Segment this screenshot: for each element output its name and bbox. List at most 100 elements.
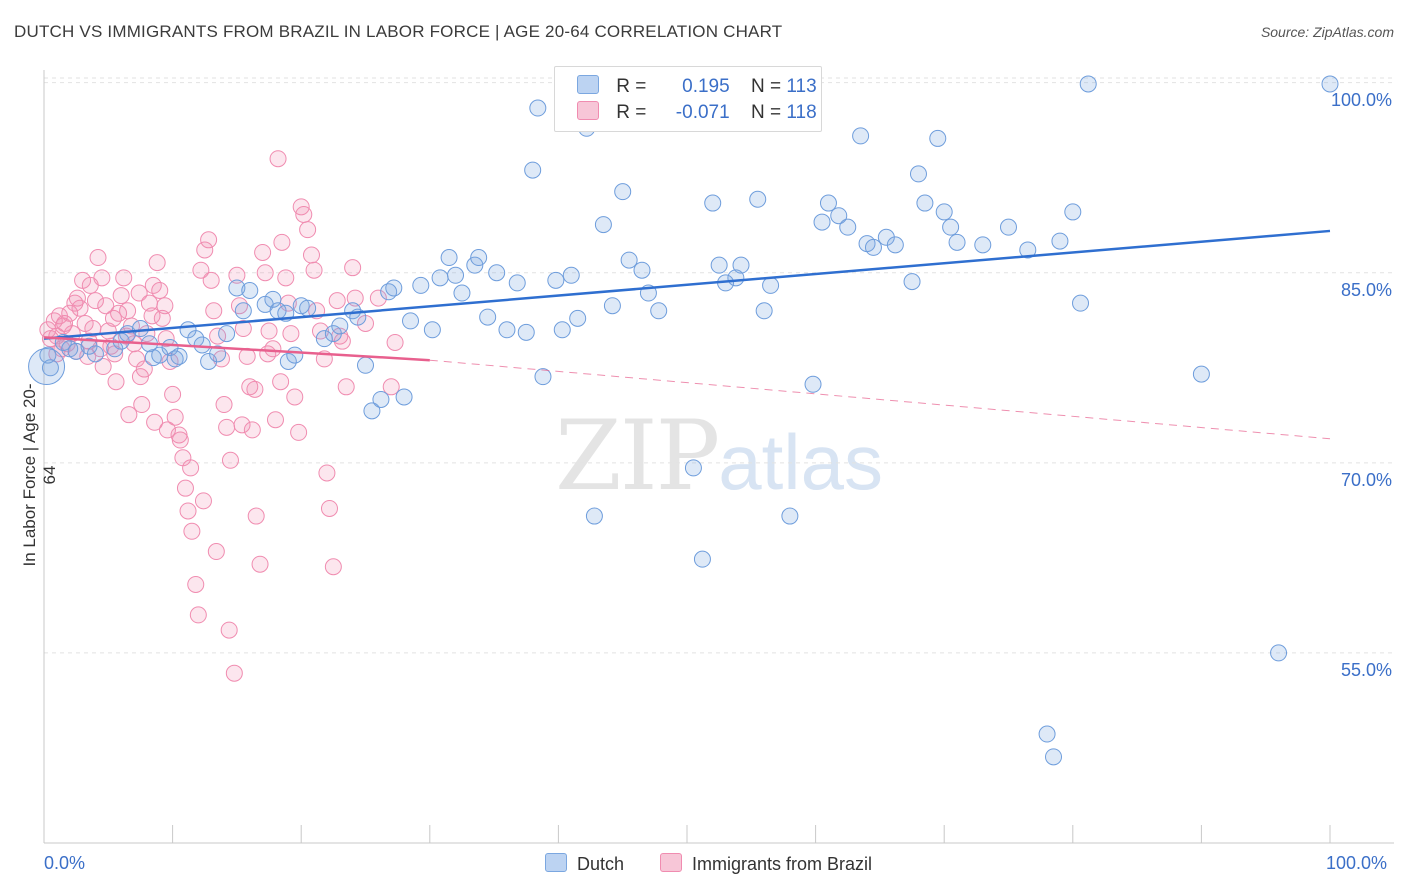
dutch-point-70 (614, 183, 632, 201)
brazil-point-111 (66, 294, 84, 312)
brazil-point-88 (320, 499, 338, 517)
dutch-point-46 (412, 276, 430, 294)
dutch-point-41 (372, 390, 390, 408)
dutch-point-51 (453, 284, 471, 302)
dutch-point-78 (704, 194, 722, 212)
brazil-point-51 (202, 271, 220, 289)
brazil-point-37 (157, 330, 175, 348)
dutch-point-106 (1019, 241, 1037, 259)
brazil-point-80 (295, 205, 313, 223)
brazil-point-119 (171, 431, 189, 449)
brazil-point-68 (256, 264, 274, 282)
dutch-point-107 (1038, 725, 1056, 743)
dutch-point-67 (585, 507, 603, 525)
bottom-legend-dutch: Dutch (545, 853, 624, 875)
brazil-point-78 (290, 423, 308, 441)
dutch-point-79 (710, 256, 728, 274)
dutch-point-40 (363, 402, 381, 420)
brazil-point-121 (194, 492, 212, 510)
brazil-point-125 (246, 380, 264, 398)
dutch-point-25 (241, 281, 259, 299)
bottom-dutch-swatch-icon (545, 853, 567, 872)
dutch-point-1 (41, 359, 59, 377)
brazil-point-65 (247, 507, 265, 525)
brazil-point-18 (97, 297, 115, 315)
brazil-point-90 (328, 292, 346, 310)
brazil-point-69 (260, 322, 278, 340)
dutch-point-57 (508, 274, 526, 292)
dutch-point-44 (395, 388, 413, 406)
dutch-point-10 (131, 320, 149, 338)
dutch-point-45 (402, 312, 420, 330)
brazil-point-81 (299, 221, 317, 239)
dutch-point-71 (620, 251, 638, 269)
brazil-point-39 (164, 385, 182, 403)
brazil-point-122 (207, 543, 225, 561)
dutch-point-83 (749, 190, 767, 208)
dutch-point-111 (1072, 294, 1090, 312)
legend-dutch-r-value: 0.195 (682, 76, 730, 97)
brazil-point-23 (112, 287, 130, 305)
brazil-point-44 (179, 502, 197, 520)
dutch-point-60 (529, 99, 547, 117)
brazil-point-47 (189, 606, 207, 624)
brazil-point-113 (94, 358, 112, 376)
brazil-point-71 (266, 411, 284, 429)
brazil-point-35 (151, 281, 169, 299)
dutch-point-54 (479, 308, 497, 326)
dutch-point-84 (755, 302, 773, 320)
brazil-point-52 (205, 302, 223, 320)
brazil-point-108 (143, 307, 161, 325)
watermark-zip: ZIP (555, 400, 720, 512)
dutch-point-61 (534, 368, 552, 386)
dutch-point-96 (886, 236, 904, 254)
brazil-point-123 (220, 621, 238, 639)
dutch-point-39 (357, 356, 374, 374)
dutch-point-0 (39, 346, 57, 364)
dutch-point-85 (762, 276, 780, 294)
chart-title: DUTCH VS IMMIGRANTS FROM BRAZIL IN LABOR… (14, 22, 783, 41)
brazil-point-103 (81, 276, 99, 294)
brazil-point-115 (120, 406, 138, 424)
dutch-point-110 (1064, 203, 1082, 221)
watermark: ZIPatlas (555, 400, 883, 512)
brazil-point-126 (259, 345, 277, 363)
brazil-point-15 (86, 292, 104, 310)
brazil-point-50 (200, 231, 218, 249)
bottom-brazil-swatch-icon (660, 853, 682, 872)
dutch-point-112 (1079, 75, 1097, 93)
brazil-point-67 (254, 243, 272, 261)
brazil-trend-extension (429, 359, 1331, 440)
legend-brazil-n-label: N = (750, 102, 782, 123)
legend-brazil-r-label: R = (616, 102, 647, 123)
source-label: Source: ZipAtlas.com (1260, 24, 1394, 40)
brazil-point-99 (386, 333, 404, 351)
dutch-point-23 (228, 279, 246, 297)
dutch-point-86 (781, 507, 799, 525)
brazil-point-7 (61, 304, 79, 322)
dutch-point-109 (1051, 232, 1069, 250)
dutch-point-72 (633, 261, 651, 279)
y-tick-label-0: 55.0% (1340, 659, 1392, 680)
dutch-point-56 (498, 321, 516, 339)
x-tick-label-max: 100.0% (1326, 853, 1388, 873)
dutch-trend-line (43, 229, 1331, 340)
brazil-point-83 (305, 261, 323, 279)
brazil-point-72 (269, 150, 287, 168)
axes (43, 70, 1394, 844)
legend-row-brazil: R = -0.071 N = 118 (577, 101, 817, 125)
dutch-point-92 (852, 127, 870, 145)
brazil-point-61 (234, 320, 252, 338)
brazil-point-124 (233, 416, 251, 434)
y-tick-label-3: 100.0% (1330, 89, 1392, 110)
legend-brazil-r-value: -0.071 (675, 102, 730, 123)
brazil-point-46 (187, 575, 205, 593)
bottom-legend-dutch-label: Dutch (577, 854, 625, 874)
dutch-point-90 (830, 207, 848, 225)
dutch-point-large (28, 348, 66, 386)
brazil-point-114 (107, 373, 125, 391)
dutch-point-50 (447, 266, 465, 284)
brazil-point-30 (135, 360, 153, 378)
bottom-legend-brazil-label: Immigrants from Brazil (692, 854, 873, 874)
dutch-point-68 (594, 216, 612, 234)
